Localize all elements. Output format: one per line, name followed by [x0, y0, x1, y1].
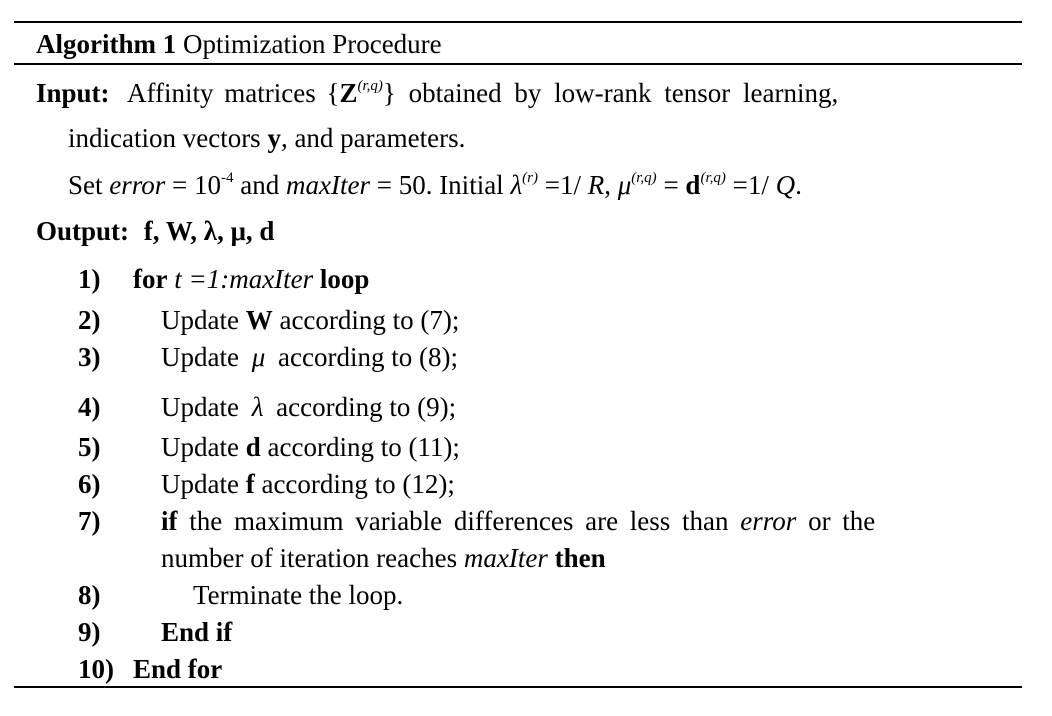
step-number-8: 8)	[78, 580, 101, 610]
step-4: Update λ according to (9);	[161, 390, 456, 424]
step-5-pre: Update	[161, 432, 246, 462]
algorithm-label: Algorithm 1	[36, 29, 177, 59]
eq-text-4: =	[656, 170, 686, 200]
Q-var: Q	[775, 170, 796, 200]
y-symbol: y	[267, 123, 281, 153]
step-4-pre: Update	[161, 392, 246, 422]
step-4-var: λ	[251, 392, 264, 422]
lambda-symbol: λ	[510, 170, 523, 200]
algorithm-header: Algorithm 1 Optimization Procedure	[36, 27, 442, 61]
loop-keyword: loop	[313, 264, 370, 294]
eq-text-1: = 10	[165, 170, 222, 200]
step-7-error: error	[740, 506, 797, 536]
input-text-2b: , and parameters.	[280, 123, 466, 153]
output-vars: f, W, λ, μ, d	[143, 216, 275, 246]
for-keyword: for	[133, 264, 168, 294]
step-number-4: 4)	[78, 392, 101, 422]
input-line-3: Set error = 10-4 and maxIter = 50. Initi…	[68, 168, 802, 202]
step-6: Update f according to (12);	[161, 467, 455, 501]
R-var: R	[587, 170, 605, 200]
step-number-5: 5)	[78, 432, 101, 462]
algorithm-title: Optimization Procedure	[182, 29, 442, 59]
if-keyword: if	[161, 506, 178, 536]
step-7-maxiter: maxIter	[463, 543, 548, 573]
step-number-2: 2)	[78, 305, 101, 335]
step-8: Terminate the loop.	[193, 580, 404, 610]
step-number-3: 3)	[78, 342, 101, 372]
eq-text-5: =1/	[725, 170, 776, 200]
output-label: Output:	[36, 216, 130, 246]
exponent: -4	[221, 170, 234, 186]
step-number-6: 6)	[78, 469, 101, 499]
step-7-text-1: the maximum variable differences are les…	[177, 506, 741, 536]
step-2-var: W	[245, 305, 273, 335]
step-9: End if	[161, 617, 233, 647]
eq-text-3: =1/	[537, 170, 588, 200]
d-symbol: d	[685, 170, 701, 200]
step-7-line-1: if the maximum variable differences are …	[161, 504, 999, 538]
input-line-1: Input: Affinity matrices {Z(r,q)} obtain…	[36, 76, 999, 110]
eq-text-2: = 50. Initial	[369, 170, 511, 200]
step-2: Update W according to (7);	[161, 303, 459, 337]
error-var: error	[109, 170, 166, 200]
input-line-2: indication vectors y, and parameters.	[68, 121, 465, 155]
step-3-post: according to (8);	[271, 342, 458, 372]
step-number-1: 1)	[78, 264, 101, 294]
step-3-var: μ	[251, 342, 266, 372]
step-5-var: d	[245, 432, 261, 462]
step-7-text-2: or the	[796, 506, 876, 536]
step-number-10: 10)	[78, 654, 114, 684]
maxiter-var: maxIter	[286, 170, 370, 200]
step-number-7: 7)	[78, 506, 101, 536]
step-3: Update μ according to (8);	[161, 340, 458, 374]
top-rule	[14, 21, 1022, 23]
step-7-line-2: number of iteration reaches maxIter then	[161, 541, 606, 575]
step-1: for t =1:maxIter loop	[133, 262, 369, 296]
step-2-post: according to (7);	[272, 305, 460, 335]
z-superscript: (r,q)	[357, 78, 383, 94]
period: .	[795, 170, 802, 200]
step-4-post: according to (9);	[269, 392, 457, 422]
output-line: Output: f, W, λ, μ, d	[36, 214, 274, 248]
step-10: End for	[133, 654, 223, 684]
step-6-var: f	[245, 469, 255, 499]
loop-maxiter: maxIter	[229, 264, 314, 294]
input-text-1: Affinity matrices {	[127, 78, 340, 108]
input-text-1-rest: } obtained by low-rank tensor learning,	[382, 78, 839, 108]
step-5: Update d according to (11);	[161, 430, 460, 464]
input-label: Input:	[36, 78, 110, 108]
step-5-post: according to (11);	[260, 432, 460, 462]
mu-symbol: μ	[617, 170, 632, 200]
d-sup: (r,q)	[700, 170, 726, 186]
mu-sup: (r,q)	[631, 170, 657, 186]
and-text: and	[233, 170, 286, 200]
lambda-sup: (r)	[522, 170, 538, 186]
loop-range: t =1:	[167, 264, 230, 294]
z-symbol: Z	[339, 78, 358, 108]
step-3-pre: Update	[161, 342, 246, 372]
input-text-2a: indication vectors	[68, 123, 268, 153]
then-keyword: then	[547, 543, 606, 573]
step-7-text-3: number of iteration reaches	[161, 543, 464, 573]
step-2-pre: Update	[161, 305, 246, 335]
header-rule	[14, 63, 1022, 65]
comma: ,	[604, 170, 618, 200]
bottom-rule	[14, 686, 1022, 688]
step-6-post: according to (12);	[254, 469, 455, 499]
step-6-pre: Update	[161, 469, 246, 499]
set-text: Set	[68, 170, 110, 200]
step-number-9: 9)	[78, 617, 101, 647]
